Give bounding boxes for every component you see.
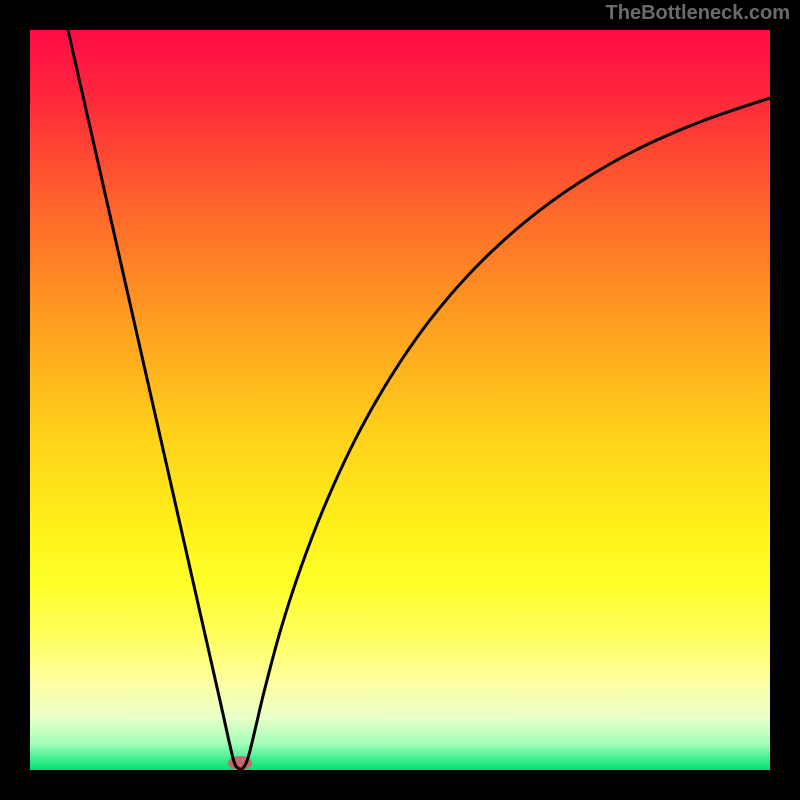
bottleneck-chart (0, 0, 800, 800)
chart-container: TheBottleneck.com (0, 0, 800, 800)
watermark-text: TheBottleneck.com (606, 2, 790, 25)
plot-background (30, 30, 770, 770)
